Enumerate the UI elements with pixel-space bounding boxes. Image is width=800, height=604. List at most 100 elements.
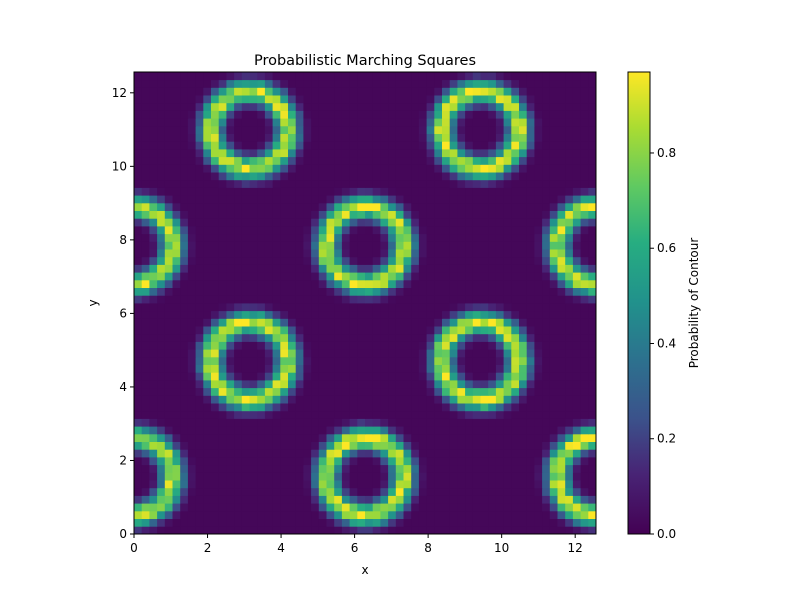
heatmap-cell [565, 241, 574, 250]
heatmap-cell [180, 172, 189, 181]
heatmap-cell [264, 433, 273, 442]
heatmap-cell [141, 256, 150, 265]
heatmap-cell [203, 164, 212, 173]
heatmap-cell [164, 487, 173, 496]
heatmap-cell [134, 256, 143, 265]
heatmap-cell [172, 226, 181, 235]
heatmap-cell [542, 233, 551, 242]
heatmap-cell [572, 287, 581, 296]
heatmap-cell [388, 195, 397, 204]
heatmap-cell [195, 87, 204, 96]
heatmap-cell [257, 110, 266, 119]
heatmap-cell [264, 195, 273, 204]
heatmap-cell [588, 79, 597, 88]
heatmap-cell [334, 410, 343, 419]
heatmap-cell [580, 133, 589, 142]
heatmap-cell [457, 503, 466, 512]
heatmap-cell [318, 102, 327, 111]
heatmap-cell [395, 495, 404, 504]
heatmap-cell [288, 249, 297, 258]
heatmap-cell [426, 256, 435, 265]
heatmap-cell [234, 364, 243, 373]
heatmap-cell [288, 164, 297, 173]
heatmap-cell [511, 372, 520, 381]
heatmap-cell [288, 87, 297, 96]
heatmap-cell [503, 356, 512, 365]
heatmap-cell [503, 118, 512, 127]
heatmap-cell [157, 349, 166, 358]
heatmap-cell [511, 487, 520, 496]
heatmap-cell [411, 480, 420, 489]
heatmap-cell [295, 333, 304, 342]
heatmap-cell [372, 279, 381, 288]
heatmap-cell [388, 472, 397, 481]
heatmap-cell [241, 95, 250, 104]
heatmap-cell [249, 202, 258, 211]
heatmap-cell [542, 141, 551, 150]
heatmap-cell [572, 318, 581, 327]
heatmap-cell [264, 457, 273, 466]
heatmap-cell [388, 380, 397, 389]
heatmap-cell [149, 141, 158, 150]
heatmap-cell [187, 156, 196, 165]
heatmap-cell [218, 164, 227, 173]
heatmap-cell [226, 380, 235, 389]
heatmap-cell [203, 449, 212, 458]
heatmap-cell [187, 149, 196, 158]
heatmap-cell [249, 503, 258, 512]
heatmap-cell [565, 495, 574, 504]
heatmap-cell [280, 380, 289, 389]
heatmap-cell [580, 318, 589, 327]
heatmap-cell [549, 72, 558, 81]
heatmap-cell [519, 226, 528, 235]
heatmap-cell [334, 249, 343, 258]
x-tick-label: 8 [424, 541, 432, 555]
heatmap-cell [495, 387, 504, 396]
heatmap-cell [418, 256, 427, 265]
heatmap-cell [134, 110, 143, 119]
heatmap-cell [395, 249, 404, 258]
heatmap-cell [426, 472, 435, 481]
heatmap-cell [434, 341, 443, 350]
heatmap-cell [203, 264, 212, 273]
heatmap-cell [542, 87, 551, 96]
heatmap-cell [588, 372, 597, 381]
heatmap-cell [249, 287, 258, 296]
heatmap-cell [395, 210, 404, 219]
heatmap-cell [311, 279, 320, 288]
heatmap-cell [488, 172, 497, 181]
heatmap-cell [403, 380, 412, 389]
heatmap-cell [495, 287, 504, 296]
heatmap-cell [565, 326, 574, 335]
heatmap-cell [249, 295, 258, 304]
heatmap-cell [295, 364, 304, 373]
heatmap-cell [218, 226, 227, 235]
heatmap-cell [241, 256, 250, 265]
heatmap-cell [149, 72, 158, 81]
heatmap-cell [380, 433, 389, 442]
heatmap-cell [557, 272, 566, 281]
heatmap-cell [472, 318, 481, 327]
heatmap-cell [280, 287, 289, 296]
heatmap-cell [264, 441, 273, 450]
heatmap-cell [280, 403, 289, 412]
heatmap-cell [249, 110, 258, 119]
heatmap-cell [149, 187, 158, 196]
heatmap-cell [249, 141, 258, 150]
heatmap-cell [357, 349, 366, 358]
heatmap-cell [241, 125, 250, 134]
heatmap-cell [395, 464, 404, 473]
heatmap-cell [488, 387, 497, 396]
heatmap-cell [272, 110, 281, 119]
heatmap-cell [372, 349, 381, 358]
heatmap-cell [580, 95, 589, 104]
heatmap-cell [187, 110, 196, 119]
heatmap-cell [465, 310, 474, 319]
heatmap-cell [503, 349, 512, 358]
heatmap-cell [442, 464, 451, 473]
heatmap-cell [403, 72, 412, 81]
heatmap-cell [357, 233, 366, 242]
heatmap-cell [565, 102, 574, 111]
heatmap-cell [442, 410, 451, 419]
heatmap-cell [203, 341, 212, 350]
